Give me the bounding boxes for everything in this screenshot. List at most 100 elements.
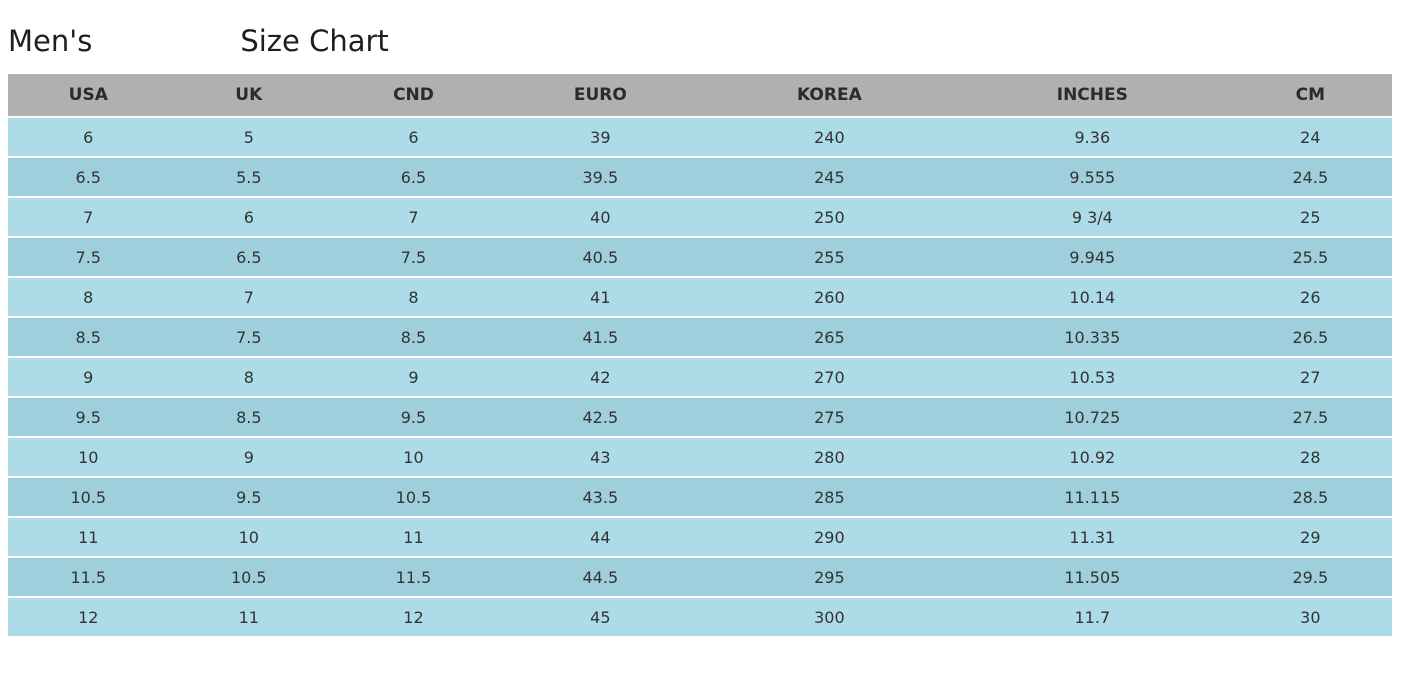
table-cell: 11.5 <box>8 558 169 596</box>
table-cell: 6 <box>329 118 498 156</box>
table-cell: 290 <box>702 518 956 556</box>
table-cell: 43 <box>497 438 703 476</box>
table-cell: 10.335 <box>956 318 1229 356</box>
table-cell: 27 <box>1228 358 1392 396</box>
table-cell: 7 <box>329 198 498 236</box>
size-chart-table: USA UK CND EURO KOREA INCHES CM 6 5 6 39… <box>8 72 1392 638</box>
table-cell: 7 <box>168 278 330 316</box>
column-header-cnd: CND <box>329 74 498 116</box>
table-cell: 9 3/4 <box>956 198 1229 236</box>
table-cell: 10.92 <box>956 438 1229 476</box>
table-cell: 6 <box>8 118 169 156</box>
table-cell: 40.5 <box>497 238 703 276</box>
table-cell: 255 <box>702 238 956 276</box>
column-header-uk: UK <box>168 74 330 116</box>
table-cell: 28.5 <box>1228 478 1392 516</box>
page-title-suffix: Size Chart <box>240 24 389 58</box>
table-cell: 7.5 <box>329 238 498 276</box>
table-row: 10.5 9.5 10.5 43.5 285 11.115 28.5 <box>8 478 1392 516</box>
table-cell: 10.5 <box>168 558 330 596</box>
table-cell: 24.5 <box>1228 158 1392 196</box>
table-cell: 265 <box>702 318 956 356</box>
table-cell: 10.14 <box>956 278 1229 316</box>
table-cell: 9.555 <box>956 158 1229 196</box>
page-title-prefix: Men's <box>8 24 93 58</box>
table-cell: 41.5 <box>497 318 703 356</box>
table-cell: 275 <box>702 398 956 436</box>
table-cell: 6.5 <box>8 158 169 196</box>
table-cell: 9.5 <box>8 398 169 436</box>
table-cell: 6 <box>168 198 330 236</box>
table-cell: 25.5 <box>1228 238 1392 276</box>
table-cell: 42.5 <box>497 398 703 436</box>
table-cell: 10.725 <box>956 398 1229 436</box>
table-cell: 39 <box>497 118 703 156</box>
column-header-inches: INCHES <box>956 74 1229 116</box>
table-cell: 9 <box>168 438 330 476</box>
table-cell: 6.5 <box>168 238 330 276</box>
table-cell: 250 <box>702 198 956 236</box>
table-cell: 8.5 <box>168 398 330 436</box>
table-cell: 7 <box>8 198 169 236</box>
table-cell: 30 <box>1228 598 1392 636</box>
table-cell: 5 <box>168 118 330 156</box>
table-cell: 5.5 <box>168 158 330 196</box>
table-cell: 270 <box>702 358 956 396</box>
table-cell: 7.5 <box>8 238 169 276</box>
table-row: 6.5 5.5 6.5 39.5 245 9.555 24.5 <box>8 158 1392 196</box>
table-cell: 9.5 <box>329 398 498 436</box>
table-row: 12 11 12 45 300 11.7 30 <box>8 598 1392 636</box>
table-cell: 11 <box>8 518 169 556</box>
table-cell: 10.53 <box>956 358 1229 396</box>
table-row: 11 10 11 44 290 11.31 29 <box>8 518 1392 556</box>
table-cell: 24 <box>1228 118 1392 156</box>
table-cell: 27.5 <box>1228 398 1392 436</box>
table-cell: 10 <box>168 518 330 556</box>
table-cell: 9 <box>329 358 498 396</box>
table-cell: 9.945 <box>956 238 1229 276</box>
table-cell: 300 <box>702 598 956 636</box>
table-row: 9 8 9 42 270 10.53 27 <box>8 358 1392 396</box>
table-cell: 295 <box>702 558 956 596</box>
table-cell: 10.5 <box>329 478 498 516</box>
table-cell: 10 <box>329 438 498 476</box>
table-row: 9.5 8.5 9.5 42.5 275 10.725 27.5 <box>8 398 1392 436</box>
table-row: 8 7 8 41 260 10.14 26 <box>8 278 1392 316</box>
table-row: 7.5 6.5 7.5 40.5 255 9.945 25.5 <box>8 238 1392 276</box>
table-cell: 43.5 <box>497 478 703 516</box>
table-cell: 41 <box>497 278 703 316</box>
table-row: 6 5 6 39 240 9.36 24 <box>8 118 1392 156</box>
table-cell: 8 <box>168 358 330 396</box>
table-cell: 29.5 <box>1228 558 1392 596</box>
table-cell: 8.5 <box>8 318 169 356</box>
table-cell: 9 <box>8 358 169 396</box>
table-cell: 25 <box>1228 198 1392 236</box>
table-cell: 10 <box>8 438 169 476</box>
table-cell: 40 <box>497 198 703 236</box>
table-cell: 39.5 <box>497 158 703 196</box>
column-header-euro: EURO <box>497 74 703 116</box>
table-cell: 11 <box>168 598 330 636</box>
table-cell: 28 <box>1228 438 1392 476</box>
table-cell: 8.5 <box>329 318 498 356</box>
table-cell: 8 <box>329 278 498 316</box>
table-cell: 11.5 <box>329 558 498 596</box>
table-cell: 8 <box>8 278 169 316</box>
table-cell: 11 <box>329 518 498 556</box>
table-cell: 45 <box>497 598 703 636</box>
table-cell: 44.5 <box>497 558 703 596</box>
table-row: 8.5 7.5 8.5 41.5 265 10.335 26.5 <box>8 318 1392 356</box>
table-cell: 240 <box>702 118 956 156</box>
table-cell: 29 <box>1228 518 1392 556</box>
table-cell: 12 <box>329 598 498 636</box>
table-cell: 285 <box>702 478 956 516</box>
table-cell: 7.5 <box>168 318 330 356</box>
table-cell: 42 <box>497 358 703 396</box>
table-cell: 245 <box>702 158 956 196</box>
table-cell: 11.505 <box>956 558 1229 596</box>
table-cell: 9.5 <box>168 478 330 516</box>
table-cell: 11.115 <box>956 478 1229 516</box>
table-row: 7 6 7 40 250 9 3/4 25 <box>8 198 1392 236</box>
table-cell: 260 <box>702 278 956 316</box>
table-row: 11.5 10.5 11.5 44.5 295 11.505 29.5 <box>8 558 1392 596</box>
